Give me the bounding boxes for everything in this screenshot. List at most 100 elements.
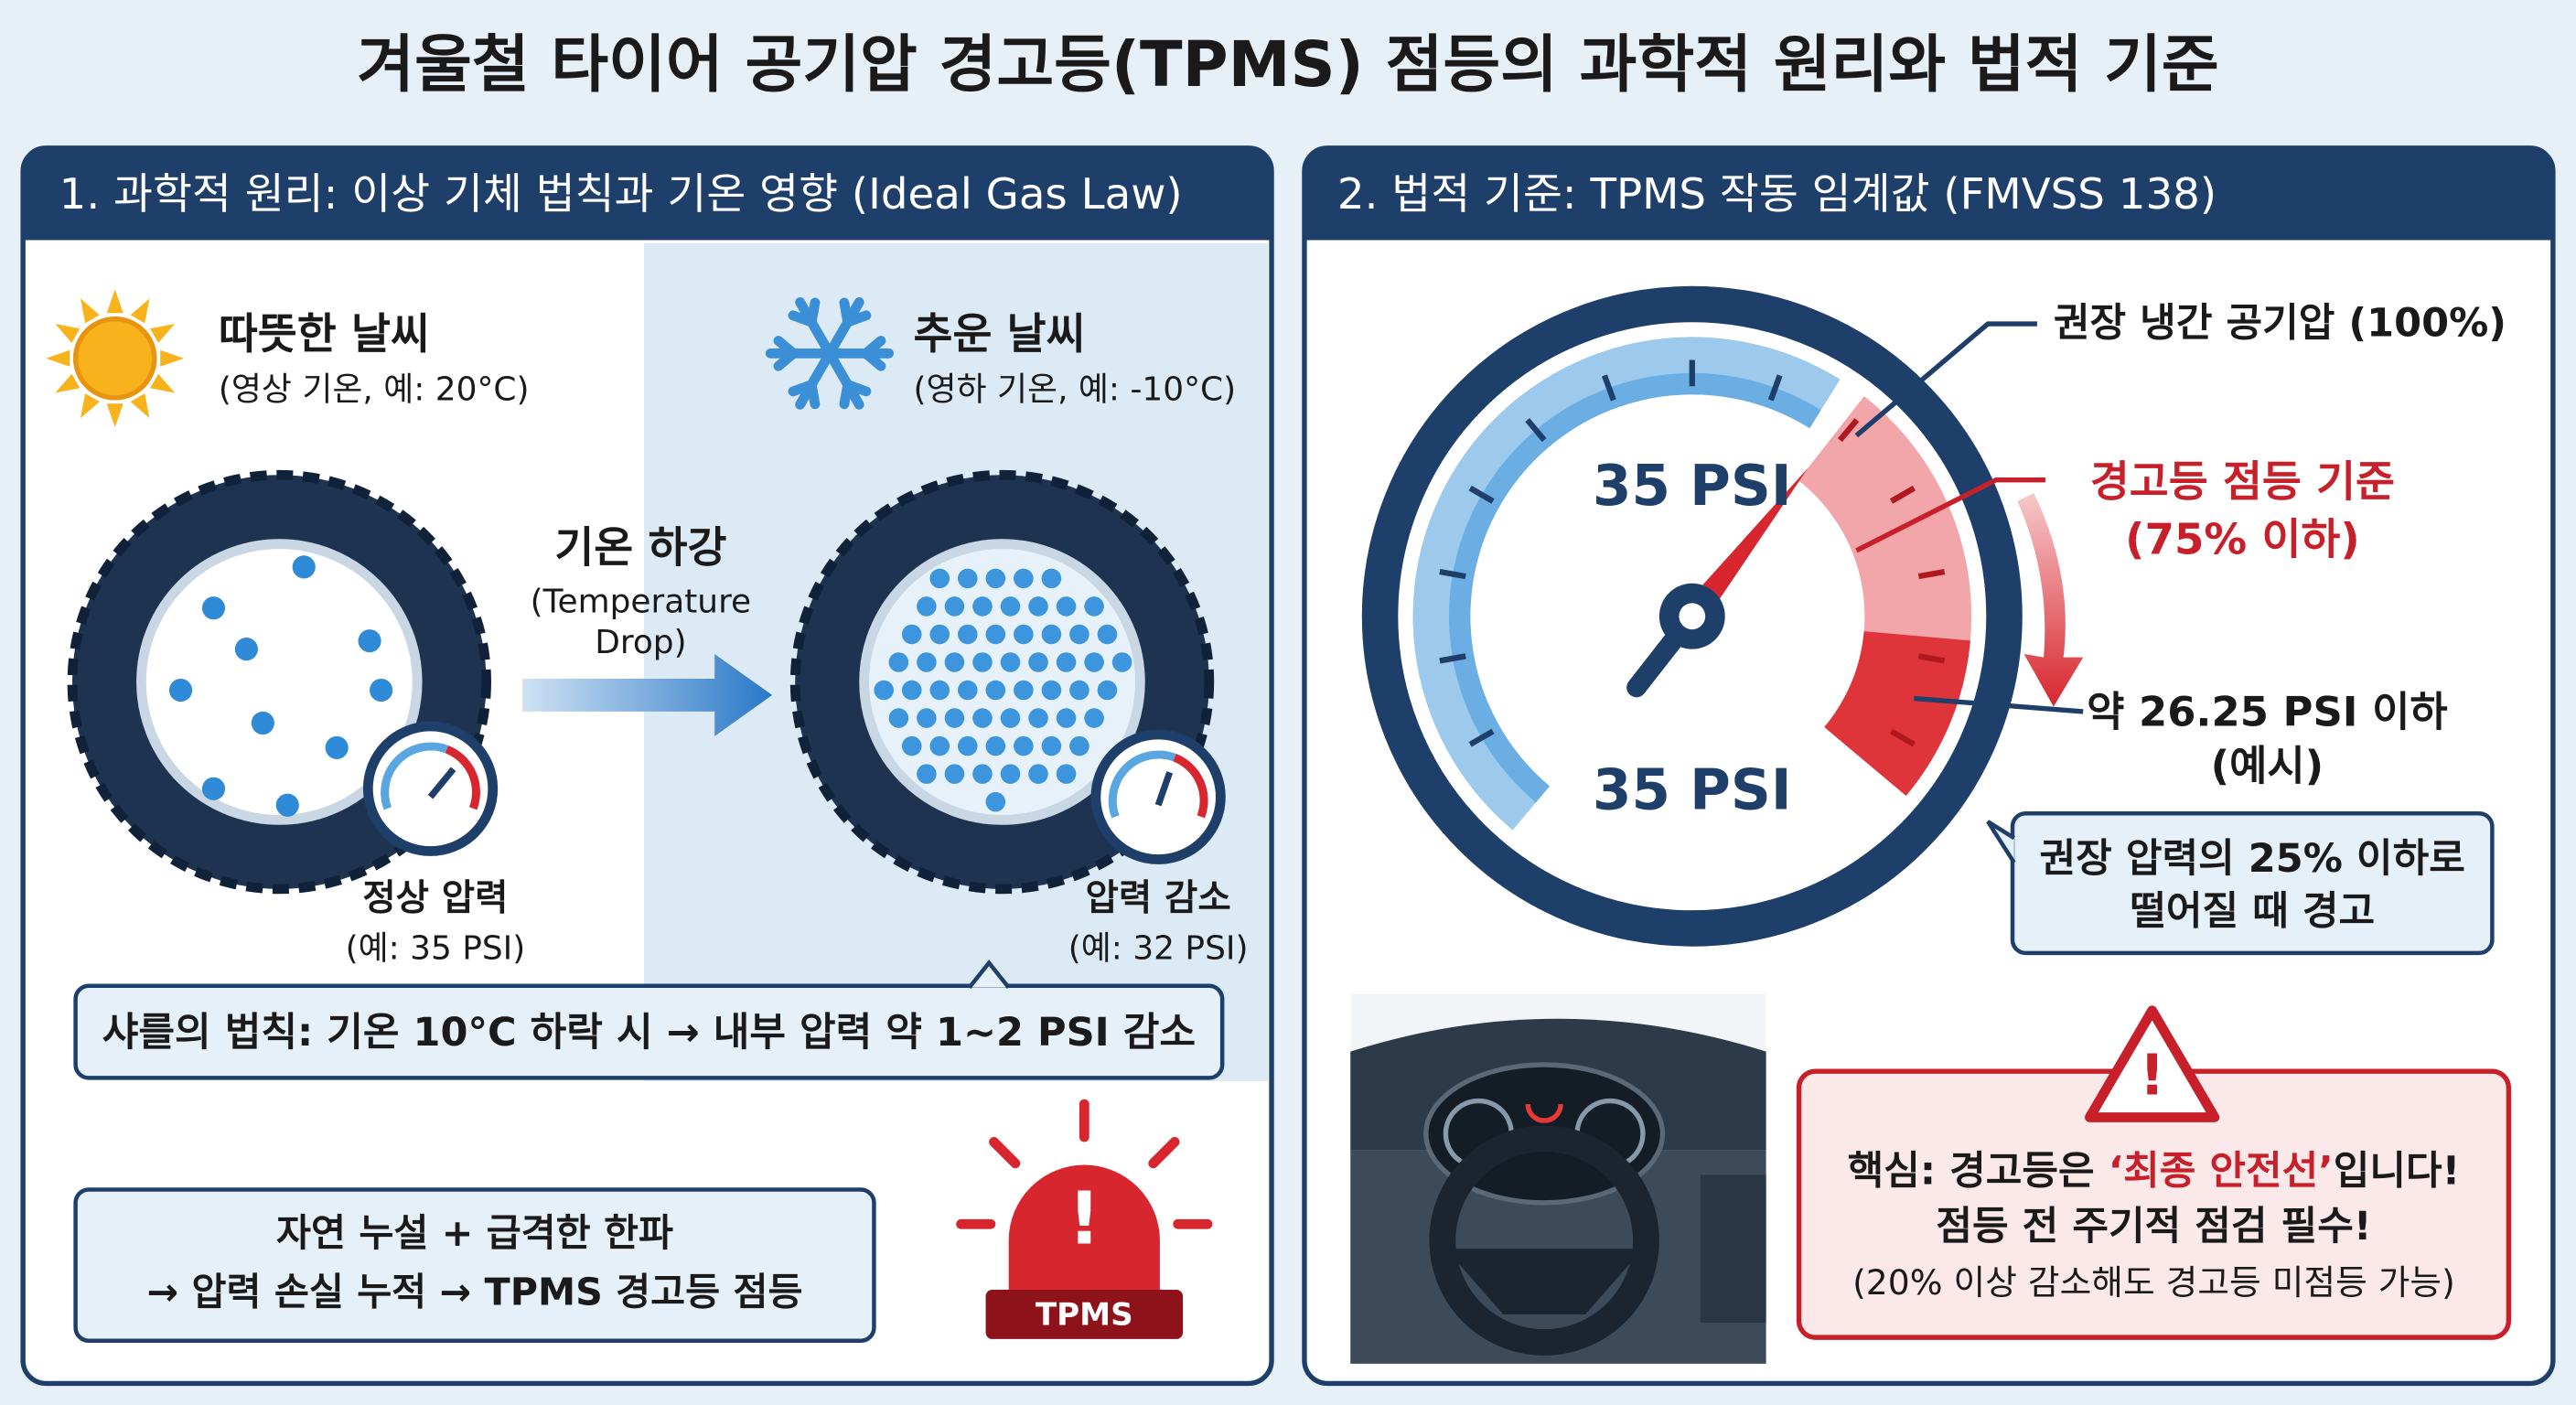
cause-line: → 압력 손실 누적 → TPMS 경고등 점등	[146, 1270, 802, 1314]
recommended-label: 권장 냉간 공기압 (100%)	[2054, 300, 2506, 346]
molecule	[1056, 764, 1077, 784]
siren-label: TPMS	[1036, 1296, 1133, 1333]
law-pointer	[967, 960, 1011, 989]
molecule	[888, 652, 909, 672]
snow-arm	[824, 348, 864, 410]
down-arrow	[2017, 493, 2084, 707]
molecule	[972, 596, 993, 617]
sun-ray	[130, 298, 150, 324]
steering-wheel	[1429, 1125, 1659, 1356]
molecule	[1111, 652, 1132, 672]
gauge-tick	[1525, 418, 1547, 443]
molecule	[917, 596, 937, 617]
sun-icon	[46, 289, 185, 428]
gauge-tick	[1439, 653, 1466, 664]
gauge-tick	[1917, 568, 1946, 580]
sun-ray	[106, 289, 123, 314]
snowflake-icon	[765, 296, 894, 410]
cold-label: 추운 날씨	[914, 310, 1086, 359]
molecule	[917, 708, 937, 728]
left-header-bar	[23, 147, 1272, 241]
warning-label: 경고등 점등 기준	[2090, 458, 2395, 508]
steering-hub	[1445, 1249, 1643, 1314]
callout-line: 떨어질 때 경고	[2130, 888, 2375, 934]
sun-ray	[150, 373, 176, 393]
molecule	[985, 791, 1006, 812]
molecule	[1000, 764, 1021, 784]
molecule	[168, 678, 193, 702]
left-heading: 1. 과학적 원리: 이상 기체 법칙과 기온 영향 (Ideal Gas La…	[59, 170, 1183, 220]
gauge-top-label: 35 PSI	[1593, 454, 1792, 519]
callout-box	[2010, 810, 2495, 956]
key-line: 점등 전 주기적 점검 필수!	[1936, 1204, 2371, 1249]
cause-box	[73, 1187, 876, 1343]
molecule	[1097, 624, 1118, 645]
molecule	[917, 652, 937, 672]
molecule	[325, 735, 349, 759]
key-text: 핵심: 경고등은	[1848, 1148, 2109, 1194]
temperature-arrow	[522, 654, 773, 736]
right-heading: 2. 법적 기준: TPMS 작동 임계값 (FMVSS 138)	[1337, 170, 2216, 220]
sun-ray	[150, 324, 176, 343]
molecules-sparse	[168, 555, 393, 817]
molecule	[1097, 680, 1118, 701]
sun-disc	[72, 316, 157, 401]
snow-branch	[788, 310, 817, 327]
molecule	[901, 735, 922, 756]
molecule	[1028, 764, 1048, 784]
molecule	[944, 596, 965, 617]
siren-ray	[989, 1137, 1021, 1169]
molecule	[901, 624, 922, 645]
warm-label: 따뜻한 날씨	[219, 310, 430, 359]
molecule	[985, 680, 1006, 701]
molecule	[1028, 596, 1048, 617]
gauge-tick	[1602, 374, 1616, 402]
molecule	[874, 680, 894, 701]
molecule	[1014, 568, 1034, 589]
normal-sub: (예: 35 PSI)	[346, 929, 526, 967]
molecule	[1041, 735, 1062, 756]
gauge-hub-center	[1679, 603, 1706, 630]
molecule	[944, 652, 965, 672]
mini-gauge-arc-red	[445, 745, 480, 810]
molecule	[1056, 652, 1077, 672]
warm-sub: (영상 기온, 예: 20°C)	[219, 371, 530, 409]
molecule	[1041, 680, 1062, 701]
leader-line	[1914, 695, 2084, 714]
warning-label: (75% 이하)	[2125, 515, 2360, 564]
gauge-tick	[1889, 485, 1916, 504]
molecule	[1056, 596, 1077, 617]
molecule	[985, 624, 1006, 645]
molecule	[1084, 708, 1104, 728]
threshold-label: (예시)	[2211, 742, 2324, 790]
leader-line-red	[1855, 477, 2045, 553]
reduced-label: 압력 감소	[1086, 877, 1231, 919]
gauge-tick	[1838, 418, 1860, 443]
molecule	[1014, 680, 1034, 701]
gauge-needle	[1681, 467, 1809, 625]
molecule	[201, 596, 226, 620]
snow-arm	[824, 296, 864, 359]
title: 겨울철 타이어 공기압 경고등(TPMS) 점등의 과학적 원리와 법적 기준	[357, 29, 2218, 102]
molecule	[958, 735, 978, 756]
molecule	[929, 680, 950, 701]
gauge-tick	[1468, 485, 1495, 504]
dashboard-illustration: TPMS	[1350, 993, 1766, 1364]
molecule	[972, 708, 993, 728]
tpms-icon	[1525, 1103, 1563, 1123]
molecule	[1014, 735, 1034, 756]
molecules-dense	[874, 568, 1132, 812]
gauge-band-red	[1824, 631, 1970, 796]
molecule	[958, 568, 978, 589]
molecule	[901, 680, 922, 701]
sun-ray	[160, 349, 185, 367]
molecule	[1069, 680, 1089, 701]
gauge-bottom-label: 35 PSI	[1593, 757, 1792, 822]
molecule	[1056, 708, 1077, 728]
arrow-sub: (Temperature	[531, 583, 751, 620]
snow-arm	[795, 348, 835, 410]
arrow-label: 기온 하강	[554, 523, 726, 573]
snow-branch	[773, 348, 799, 371]
console	[1700, 1174, 1766, 1323]
